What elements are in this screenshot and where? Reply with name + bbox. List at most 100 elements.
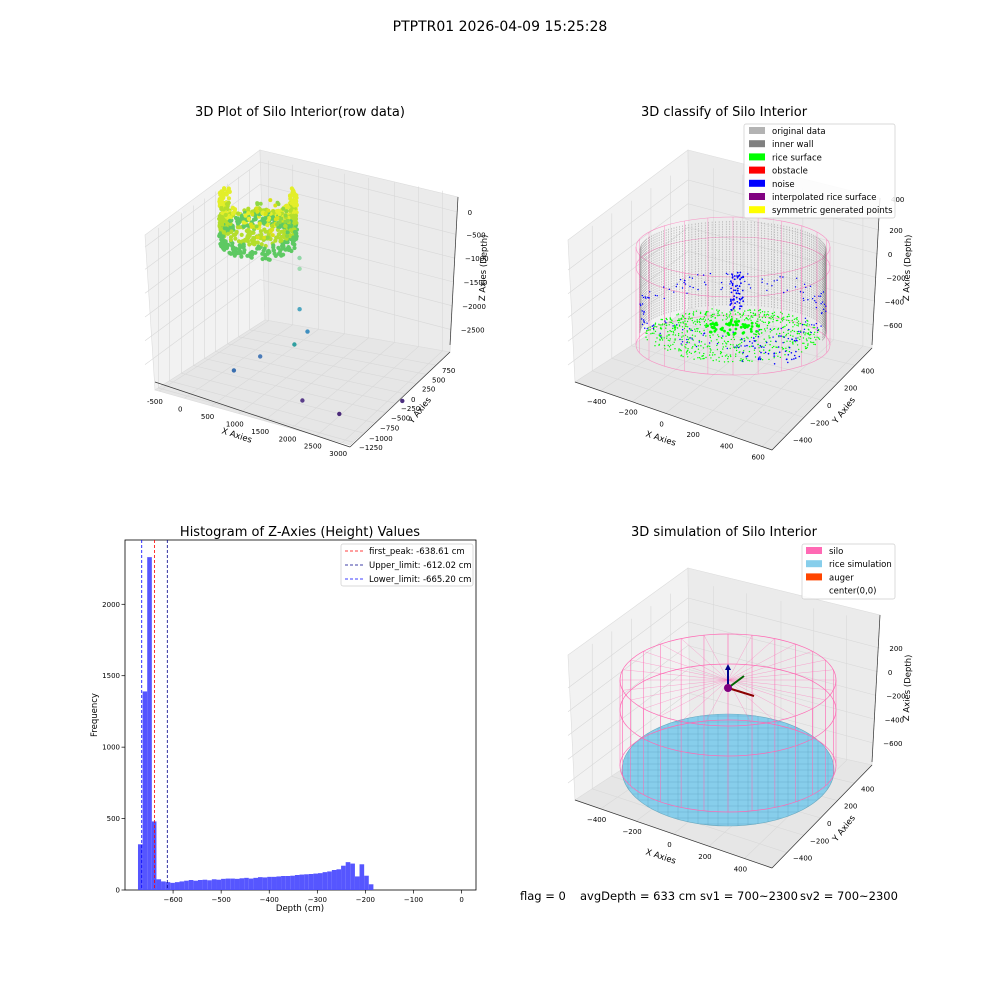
rice-surface-point bbox=[797, 332, 799, 335]
hist-plot-frame bbox=[124, 539, 477, 891]
noise-point bbox=[665, 321, 667, 324]
rice-surface-point bbox=[750, 345, 753, 347]
data-point bbox=[218, 226, 223, 231]
rice-surface-point bbox=[802, 342, 804, 344]
footer-flag: flag = 0 bbox=[520, 889, 566, 903]
rice-surface-point bbox=[675, 326, 677, 328]
z-tick-label: −200 bbox=[886, 275, 905, 283]
noise-point bbox=[795, 337, 797, 339]
data-point bbox=[222, 245, 227, 250]
rice-surface-point bbox=[796, 319, 798, 321]
rice-surface-point bbox=[686, 330, 688, 332]
y-tick-label: −200 bbox=[810, 419, 829, 427]
rice-surface-point bbox=[710, 314, 712, 316]
classify-z-axis-line bbox=[871, 197, 881, 346]
legend-label: rice surface bbox=[772, 153, 822, 163]
rice-surface-point bbox=[751, 360, 753, 362]
rice-surface-point bbox=[653, 332, 655, 334]
rice-surface-point bbox=[765, 314, 767, 316]
hist-bar bbox=[253, 877, 258, 890]
rice-surface-point bbox=[754, 356, 757, 358]
rice-surface-point bbox=[761, 359, 764, 361]
noise-point bbox=[729, 283, 731, 285]
legend-swatch bbox=[749, 153, 765, 161]
rice-surface-point bbox=[707, 345, 709, 347]
rice-surface-point bbox=[728, 314, 731, 316]
noise-point bbox=[683, 279, 686, 281]
rice-surface-point bbox=[769, 317, 771, 319]
classify-y-axis-label: Y Axies bbox=[830, 395, 858, 427]
data-point bbox=[223, 212, 228, 218]
rice-surface-point bbox=[645, 336, 647, 338]
hist-bar bbox=[161, 881, 166, 890]
data-point bbox=[221, 230, 226, 235]
hist-bar bbox=[193, 880, 198, 890]
hist-bar bbox=[197, 880, 203, 890]
noise-point bbox=[722, 335, 724, 337]
classify-z-tick-labels: 200 0 −200 −400 −600 400 bbox=[883, 196, 905, 330]
noise-point bbox=[814, 295, 816, 297]
rice-surface-point bbox=[709, 335, 711, 337]
x-tick-label: −200 bbox=[356, 896, 375, 904]
gridline bbox=[158, 387, 354, 443]
rice-surface-point bbox=[816, 331, 819, 333]
y-tick-label: −500 bbox=[391, 414, 410, 422]
rice-surface-point bbox=[663, 344, 666, 347]
rice-surface-point bbox=[684, 334, 687, 336]
rice-surface-point bbox=[669, 321, 671, 323]
noise-point bbox=[757, 357, 760, 360]
x-tick-label: 0 bbox=[178, 405, 182, 413]
data-point bbox=[287, 193, 293, 198]
rice-surface-point bbox=[770, 340, 772, 342]
noise-point bbox=[709, 272, 712, 275]
data-point bbox=[219, 217, 224, 223]
data-point bbox=[263, 211, 268, 216]
noise-point bbox=[811, 298, 814, 300]
data-point bbox=[235, 218, 240, 223]
rice-surface-point bbox=[761, 320, 763, 322]
rice-surface-point bbox=[708, 354, 711, 356]
rice-surface-point bbox=[654, 345, 656, 347]
data-point bbox=[246, 211, 251, 216]
auger-axis-z-head bbox=[725, 664, 731, 670]
rice-surface-point bbox=[690, 328, 692, 330]
rice-surface-point bbox=[764, 344, 767, 346]
noise-point bbox=[730, 287, 732, 290]
rice-surface-point bbox=[680, 355, 682, 357]
rice-surface-point bbox=[671, 319, 673, 322]
data-point bbox=[263, 252, 268, 257]
noise-point bbox=[820, 303, 822, 305]
noise-point bbox=[803, 283, 806, 285]
rice-surface-point bbox=[684, 325, 687, 327]
rice-surface-point bbox=[758, 347, 760, 349]
hist-bar bbox=[276, 876, 282, 890]
noise-point bbox=[684, 283, 687, 285]
silo-roof-wire bbox=[727, 651, 813, 681]
z-tick-label: −400 bbox=[885, 716, 904, 724]
rice-surface-point bbox=[773, 314, 776, 316]
noise-point bbox=[742, 300, 745, 303]
rice-surface-point bbox=[818, 338, 821, 340]
sim-y-axis-label: Y Axies bbox=[830, 813, 858, 845]
noise-point bbox=[736, 271, 739, 274]
rice-surface-point bbox=[730, 338, 732, 341]
gridline bbox=[611, 358, 805, 418]
rice-surface-point bbox=[687, 326, 689, 328]
data-point bbox=[292, 203, 297, 208]
rice-surface-point bbox=[787, 332, 789, 335]
data-point bbox=[267, 250, 272, 255]
raw-x-axis-label: X Axies bbox=[220, 426, 253, 445]
rice-surface-point bbox=[678, 322, 680, 324]
data-point bbox=[287, 247, 292, 252]
gridline bbox=[567, 179, 689, 271]
gridline bbox=[158, 320, 269, 392]
rice-surface-point bbox=[768, 335, 770, 337]
noise-point bbox=[683, 281, 685, 284]
rice-surface-point bbox=[712, 326, 716, 329]
noise-point bbox=[689, 337, 691, 339]
noise-point bbox=[705, 284, 707, 286]
rice-surface-point bbox=[712, 352, 714, 354]
noise-point bbox=[736, 345, 738, 347]
rice-surface-point bbox=[755, 335, 757, 338]
sim-x-tick-labels: −400 −200 0 200 400 bbox=[587, 816, 747, 874]
